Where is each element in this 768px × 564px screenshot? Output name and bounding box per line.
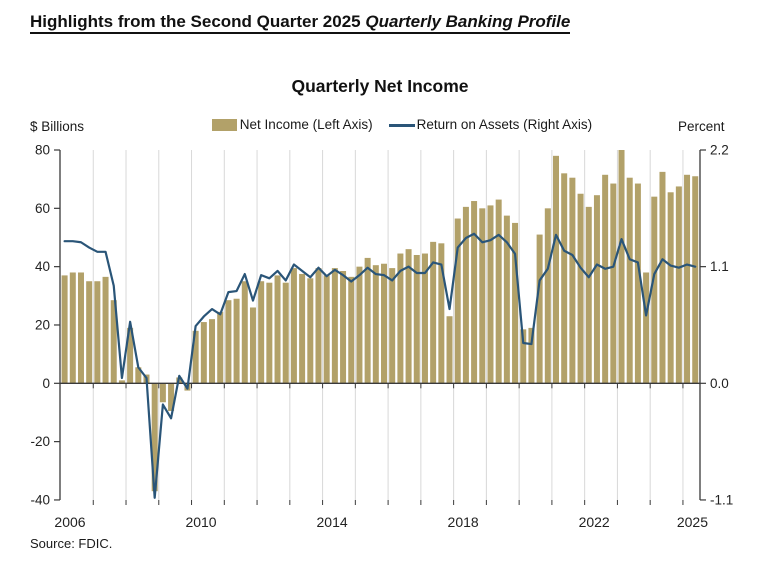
svg-text:2006: 2006 [54, 514, 85, 530]
svg-text:1.1: 1.1 [710, 259, 729, 274]
svg-text:2022: 2022 [579, 514, 610, 530]
svg-text:40: 40 [35, 259, 50, 274]
svg-text:0.0: 0.0 [710, 376, 729, 391]
page-title: Highlights from the Second Quarter 2025 … [30, 12, 571, 34]
svg-text:0: 0 [42, 376, 50, 391]
chart-legend: Net Income (Left Axis) Return on Assets … [82, 117, 722, 132]
svg-text:20: 20 [35, 317, 50, 332]
legend-item-roa: Return on Assets (Right Axis) [388, 117, 593, 132]
legend-label-net-income: Net Income (Left Axis) [239, 117, 373, 132]
page-title-italic: Quarterly Banking Profile [365, 12, 571, 31]
svg-text:80: 80 [35, 143, 50, 158]
source-text: Source: FDIC. [30, 536, 113, 551]
right-axis-unit-label: Percent [678, 119, 725, 134]
left-axis-unit-label: $ Billions [30, 119, 85, 134]
svg-text:-20: -20 [30, 434, 50, 449]
chart-title: Quarterly Net Income [291, 76, 469, 96]
svg-text:2018: 2018 [448, 514, 479, 530]
svg-text:2025: 2025 [677, 514, 708, 530]
legend-item-net-income: Net Income (Left Axis) [211, 117, 373, 132]
bar-swatch-icon [211, 119, 237, 131]
svg-text:60: 60 [35, 201, 50, 216]
page-title-regular: Highlights from the Second Quarter 2025 [30, 12, 366, 31]
line-swatch-icon [388, 124, 415, 127]
svg-text:-40: -40 [30, 492, 50, 507]
svg-text:2014: 2014 [317, 514, 348, 530]
svg-text:2.2: 2.2 [710, 143, 729, 158]
svg-text:-1.1: -1.1 [710, 492, 733, 507]
svg-text:2010: 2010 [185, 514, 216, 530]
legend-label-roa: Return on Assets (Right Axis) [416, 117, 593, 132]
